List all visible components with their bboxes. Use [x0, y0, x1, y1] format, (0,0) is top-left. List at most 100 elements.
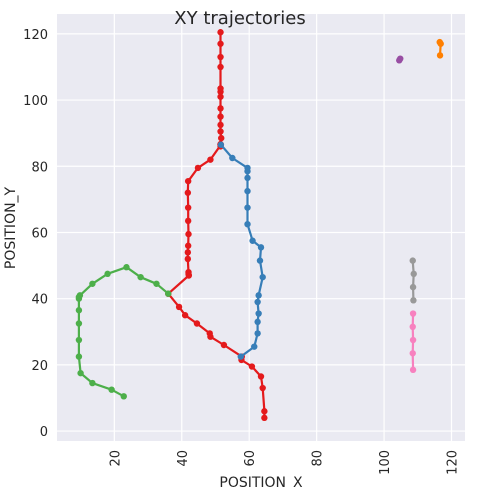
- trajectory-point: [184, 217, 192, 225]
- trajectory-point: [217, 105, 224, 112]
- trajectory-point: [259, 384, 266, 392]
- trajectory-point: [254, 298, 261, 306]
- chart-title: XY trajectories: [174, 8, 305, 29]
- x-tick-label: 80: [311, 450, 326, 467]
- trajectory-point: [217, 93, 224, 100]
- trajectory-point: [217, 113, 224, 120]
- trajectory-point: [261, 408, 268, 415]
- trajectory-point: [77, 369, 84, 377]
- trajectory-point: [256, 257, 264, 264]
- trajectory-point: [89, 379, 96, 387]
- trajectory-point: [437, 40, 444, 47]
- trajectory-point: [76, 292, 84, 299]
- y-tick-label: 20: [31, 359, 48, 374]
- trajectory-point: [75, 353, 83, 360]
- trajectory-point: [259, 273, 266, 281]
- trajectory-point: [193, 320, 201, 327]
- trajectory-point: [207, 333, 214, 340]
- trajectory-point: [409, 310, 417, 317]
- trajectory-point: [194, 164, 202, 172]
- trajectory-point: [75, 336, 83, 344]
- x-axis-label: POSITION_X: [219, 475, 303, 488]
- trajectory-point: [249, 237, 256, 244]
- trajectory-point: [255, 292, 262, 299]
- trajectory-point: [185, 272, 193, 279]
- trajectory-point: [244, 168, 251, 175]
- trajectory-point: [409, 323, 416, 331]
- trajectory-point: [184, 242, 192, 249]
- trajectory-point: [181, 312, 189, 319]
- trajectory-point: [409, 350, 416, 357]
- trajectory-point: [185, 230, 192, 238]
- y-tick-label: 0: [40, 425, 48, 440]
- trajectory-point: [254, 330, 261, 337]
- trajectory-point: [217, 29, 224, 36]
- x-tick-label: 100: [378, 450, 393, 475]
- trajectory-point: [244, 220, 251, 228]
- trajectory-point: [108, 386, 115, 393]
- trajectory-series: [409, 310, 417, 374]
- trajectory-point: [75, 307, 83, 314]
- trajectory-point: [123, 264, 130, 271]
- trajectory-point: [217, 40, 224, 47]
- x-tick-label: 40: [176, 450, 191, 467]
- trajectory-point: [184, 204, 192, 211]
- trajectory-series: [436, 38, 444, 59]
- trajectory-point: [89, 280, 96, 287]
- trajectory-point: [165, 290, 172, 297]
- trajectory-point: [153, 280, 160, 287]
- trajectory-point: [137, 273, 144, 281]
- trajectory-point: [217, 53, 224, 61]
- trajectory-point: [409, 257, 416, 264]
- trajectory-point: [409, 366, 417, 374]
- trajectory-series: [409, 257, 417, 304]
- series-layer: [75, 29, 444, 422]
- trajectory-point: [217, 121, 224, 129]
- trajectory-point: [409, 336, 417, 344]
- trajectory-point: [104, 270, 111, 278]
- trajectory-point: [248, 363, 256, 370]
- trajectory-point: [207, 156, 214, 163]
- trajectory-point: [120, 393, 127, 400]
- trajectory-point: [184, 255, 192, 263]
- trajectory-series: [396, 55, 404, 64]
- trajectory-point: [261, 414, 268, 422]
- trajectory-series: [217, 141, 266, 360]
- y-tick-label: 40: [31, 293, 48, 308]
- trajectory-point: [75, 320, 83, 327]
- y-tick-label: 80: [31, 160, 48, 175]
- trajectory-point: [397, 55, 404, 62]
- y-tick-label: 120: [23, 28, 48, 43]
- trajectory-point: [254, 318, 261, 326]
- trajectory-point: [237, 353, 244, 360]
- trajectory-point: [217, 88, 224, 95]
- plot-area: [57, 14, 465, 441]
- y-axis-label: POSITION_Y: [3, 186, 19, 269]
- trajectory-point: [218, 134, 225, 142]
- trajectory-series: [75, 264, 172, 400]
- trajectory-point: [184, 177, 192, 185]
- trajectory-point: [175, 303, 183, 311]
- x-tick-label: 120: [446, 450, 461, 475]
- trajectory-point: [436, 52, 444, 59]
- trajectory-point: [244, 187, 251, 195]
- y-tick-label: 100: [23, 94, 48, 109]
- trajectory-point: [244, 174, 251, 182]
- trajectory-point: [217, 63, 224, 71]
- y-tick-label: 60: [31, 226, 48, 241]
- trajectory-point: [184, 189, 192, 196]
- trajectory-line: [411, 260, 415, 301]
- trajectory-point: [184, 249, 192, 256]
- trajectory-point: [257, 373, 265, 380]
- trajectory-point: [229, 154, 236, 162]
- x-tick-label: 60: [243, 450, 258, 467]
- tick-labels: 20 40 60 80 100 120 0 20 40 60 80 100 120: [23, 28, 460, 475]
- trajectory-point: [257, 244, 265, 251]
- trajectory-point: [217, 141, 225, 148]
- trajectory-point: [217, 128, 224, 135]
- trajectory-point: [410, 297, 417, 304]
- trajectory-point: [220, 341, 228, 349]
- trajectory-point: [410, 270, 417, 278]
- trajectory-point: [251, 343, 258, 350]
